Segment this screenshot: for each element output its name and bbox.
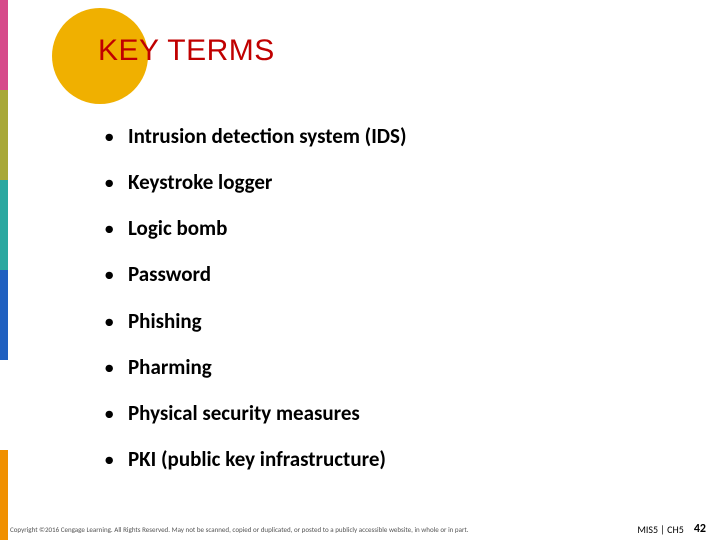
- term-item: Logic bomb: [100, 216, 660, 240]
- strip-seg-1: [0, 0, 8, 90]
- term-item: Password: [100, 262, 660, 286]
- strip-seg-3: [0, 180, 8, 270]
- strip-seg-4: [0, 270, 8, 360]
- terms-list-wrap: Intrusion detection system (IDS) Keystro…: [100, 124, 660, 493]
- terms-list: Intrusion detection system (IDS) Keystro…: [100, 124, 660, 471]
- strip-seg-2: [0, 90, 8, 180]
- slide-title: KEY TERMS: [98, 34, 275, 68]
- footer-page-number: 42: [694, 522, 706, 536]
- footer: Copyright ©2016 Cengage Learning. All Ri…: [0, 518, 720, 540]
- footer-copyright: Copyright ©2016 Cengage Learning. All Ri…: [0, 525, 637, 534]
- term-item: Intrusion detection system (IDS): [100, 124, 660, 148]
- term-item: Keystroke logger: [100, 170, 660, 194]
- left-color-strip: [0, 0, 8, 540]
- term-item: Physical security measures: [100, 401, 660, 425]
- term-item: Phishing: [100, 309, 660, 333]
- term-item: Pharming: [100, 355, 660, 379]
- strip-seg-5: [0, 360, 8, 450]
- term-item: PKI (public key infrastructure): [100, 447, 660, 471]
- footer-course: MIS5 | CH5: [637, 523, 684, 536]
